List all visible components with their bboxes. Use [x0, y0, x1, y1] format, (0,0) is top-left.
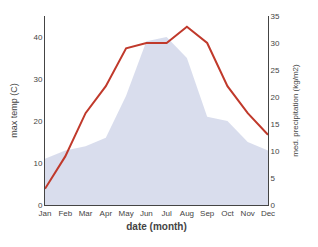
svg-text:Dec: Dec — [261, 209, 275, 218]
svg-text:Jan: Jan — [39, 209, 52, 218]
svg-text:5: 5 — [271, 174, 276, 183]
svg-text:date (month): date (month) — [126, 221, 187, 232]
svg-text:Mar: Mar — [79, 209, 93, 218]
svg-text:max temp (C): max temp (C) — [9, 83, 19, 138]
svg-text:30: 30 — [33, 75, 42, 84]
svg-text:40: 40 — [33, 33, 42, 42]
svg-text:10: 10 — [33, 159, 42, 168]
svg-text:Feb: Feb — [58, 209, 72, 218]
svg-text:Jun: Jun — [140, 209, 153, 218]
svg-text:20: 20 — [33, 117, 42, 126]
svg-text:Sep: Sep — [200, 209, 215, 218]
svg-text:35: 35 — [271, 12, 280, 21]
svg-text:10: 10 — [271, 147, 280, 156]
svg-text:0: 0 — [38, 201, 43, 210]
svg-text:Nov: Nov — [241, 209, 255, 218]
svg-text:May: May — [119, 209, 134, 218]
svg-text:Jul: Jul — [162, 209, 172, 218]
svg-text:25: 25 — [271, 66, 280, 75]
svg-text:Apr: Apr — [100, 209, 113, 218]
svg-text:Oct: Oct — [221, 209, 234, 218]
svg-text:0: 0 — [271, 201, 276, 210]
svg-text:30: 30 — [271, 39, 280, 48]
svg-text:15: 15 — [271, 120, 280, 129]
svg-text:20: 20 — [271, 93, 280, 102]
svg-text:Aug: Aug — [180, 209, 194, 218]
svg-text:med. precipitation (kg/m2): med. precipitation (kg/m2) — [291, 64, 300, 157]
